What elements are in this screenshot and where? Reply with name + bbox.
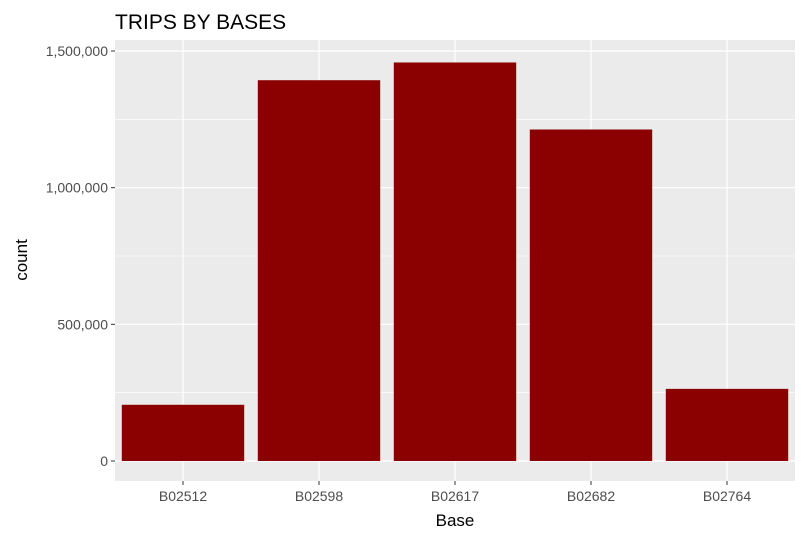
y-tick-label: 1,500,000 (46, 43, 108, 59)
x-tick-label: B02598 (295, 488, 343, 504)
x-tick-label: B02764 (703, 488, 751, 504)
bar-b02512 (121, 404, 245, 461)
y-tick-label: 0 (100, 453, 108, 469)
bar-b02598 (257, 80, 381, 461)
bar-b02764 (665, 388, 789, 461)
y-tick-label: 1,000,000 (46, 180, 108, 196)
bars (121, 62, 789, 461)
chart-title: TRIPS BY BASES (115, 11, 286, 34)
x-axis: B02512 B02598 B02617 B02682 B02764 (159, 481, 751, 504)
x-tick-label: B02682 (567, 488, 615, 504)
y-axis: 0 500,000 1,000,000 1,500,000 (46, 43, 115, 469)
x-tick-label: B02617 (431, 488, 479, 504)
x-axis-title: Base (436, 511, 475, 530)
y-axis-title: count (12, 239, 31, 281)
x-tick-label: B02512 (159, 488, 207, 504)
y-tick-label: 500,000 (57, 316, 108, 332)
bar-b02682 (529, 129, 653, 461)
bar-b02617 (393, 62, 517, 461)
